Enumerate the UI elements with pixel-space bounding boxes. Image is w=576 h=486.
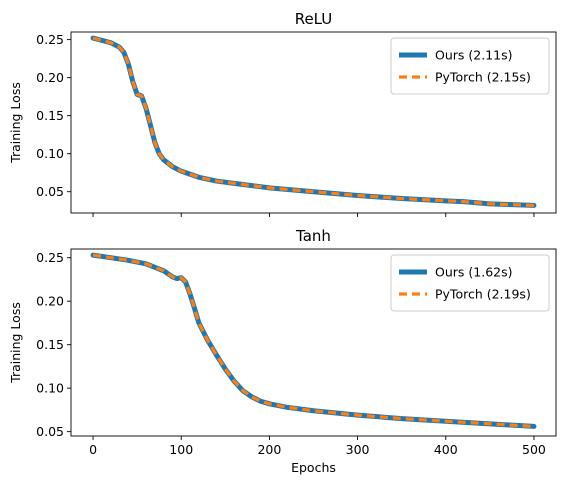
x-tick-label: 0 <box>89 442 97 457</box>
legend: Ours (1.62s) PyTorch (2.19s) <box>390 254 550 312</box>
y-tick-label: 0.15 <box>36 337 64 352</box>
y-tick-label: 0.15 <box>36 108 64 123</box>
legend-label: Ours (2.11s) <box>435 48 512 63</box>
y-tick-label: 0.05 <box>36 184 64 199</box>
x-tick-label: 300 <box>346 442 370 457</box>
x-tick-label: 100 <box>169 442 193 457</box>
chart-panel-2: Tanh 0.05 0.10 0.15 0.20 0.25 0 100 200 300 400 500… <box>8 227 557 475</box>
chart-title: ReLU <box>295 10 333 28</box>
y-tick-label: 0.10 <box>36 146 64 161</box>
legend-label: Ours (1.62s) <box>435 265 512 280</box>
legend: Ours (2.11s) PyTorch (2.15s) <box>390 37 550 95</box>
chart-title: Tanh <box>295 227 331 245</box>
series-line-pytorch <box>92 253 535 429</box>
y-axis-label: Training Loss <box>8 82 23 164</box>
legend-box <box>390 254 550 312</box>
x-axis-label: Epochs <box>291 460 336 475</box>
plot-frame <box>70 248 557 437</box>
legend-box <box>390 37 550 95</box>
y-tick-label: 0.10 <box>36 381 64 396</box>
y-tick-label: 0.25 <box>36 250 64 265</box>
x-tick-label: 500 <box>522 442 546 457</box>
chart-panel-1: ReLU 0.05 0.10 0.15 0.20 0.25 Training Loss Our… <box>8 10 557 217</box>
y-tick-label: 0.05 <box>36 424 64 439</box>
legend-label: PyTorch (2.19s) <box>435 287 531 302</box>
legend-label: PyTorch (2.15s) <box>435 70 531 85</box>
x-tick-label: 400 <box>434 442 458 457</box>
y-tick-label: 0.20 <box>36 294 64 309</box>
x-tick-label: 200 <box>257 442 281 457</box>
y-axis-label: Training Loss <box>8 302 23 384</box>
y-tick-label: 0.25 <box>36 32 64 47</box>
plot-frame <box>70 31 557 214</box>
series-line-pytorch <box>92 36 535 207</box>
y-tick-label: 0.20 <box>36 70 64 85</box>
